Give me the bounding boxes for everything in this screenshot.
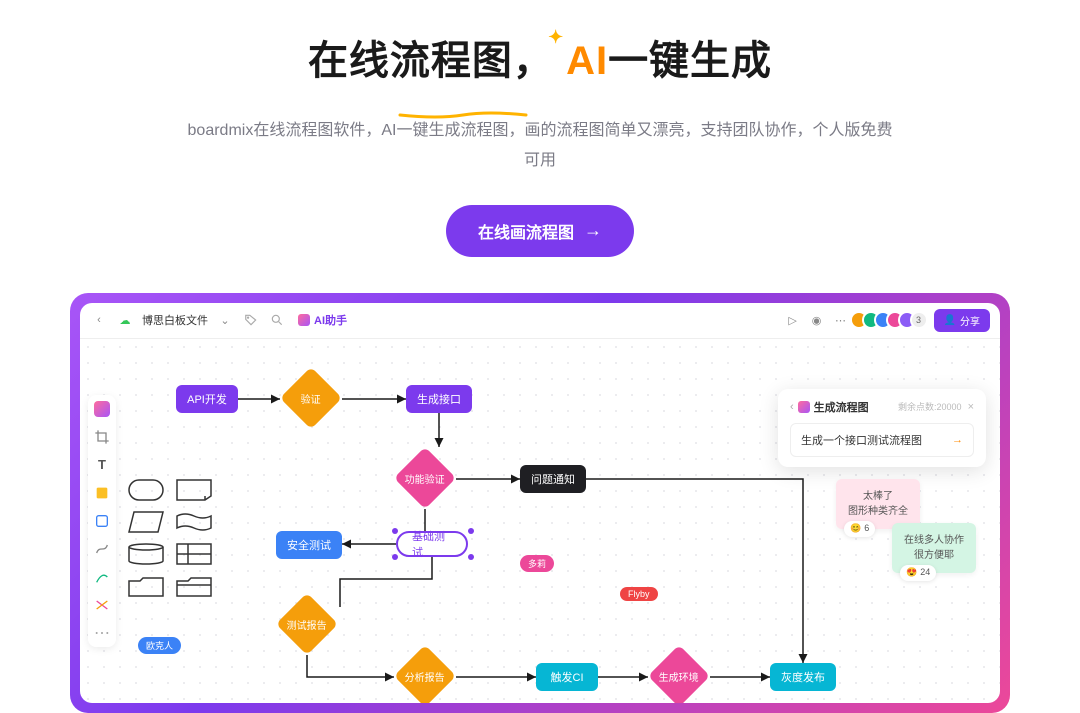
flow-node-funcv[interactable]: 功能验证 (394, 447, 456, 509)
reaction-badge[interactable]: 😊6 (844, 521, 875, 537)
pen-tool-icon[interactable] (94, 569, 110, 585)
canvas[interactable]: T ⋯ 欧克人 (80, 339, 1000, 703)
play-icon[interactable]: ▷ (784, 311, 802, 329)
close-icon[interactable]: × (968, 401, 974, 413)
sticky-note-b[interactable]: 在线多人协作 很方便耶 😍24 (892, 523, 976, 573)
topbar-left: ‹ ☁ 博思白板文件 ⌄ AI助手 (90, 311, 347, 329)
sticky-line: 太棒了 (848, 489, 908, 504)
text-tool-icon[interactable]: T (94, 457, 110, 473)
hero: 在线流程图， AI一键生成 boardmix在线流程图软件，AI一键生成流程图，… (0, 0, 1080, 257)
title-part1: 在线流程图， (308, 39, 554, 83)
selection-handle[interactable] (468, 554, 474, 560)
selection-handle[interactable] (468, 528, 474, 534)
present-icon[interactable]: ◉ (808, 311, 826, 329)
sticky-tool-icon[interactable] (94, 485, 110, 501)
tool-column: T ⋯ (88, 395, 116, 647)
hero-title: 在线流程图， AI一键生成 (308, 28, 772, 86)
sticky-note-a[interactable]: 太棒了 图形种类齐全 😊6 (836, 479, 920, 529)
shape-table[interactable] (176, 543, 212, 565)
shape-rounded-rect[interactable] (128, 479, 164, 501)
ai-assistant-button[interactable]: AI助手 (298, 312, 347, 328)
ai-generate-panel: ‹ 生成流程图 剩余点数:20000 × 生成一个接口测试流程图 → (778, 389, 986, 467)
cursor-user-a: 多莉 (520, 555, 554, 572)
flow-node-geniface[interactable]: 生成接口 (406, 385, 472, 413)
credits-label: 剩余点数:20000 (898, 400, 962, 413)
reaction-badge[interactable]: 😍24 (900, 565, 936, 581)
shape-palette (128, 479, 216, 597)
shape-folder[interactable] (128, 575, 164, 597)
share-button[interactable]: 👤分享 (934, 309, 990, 332)
collaborator-avatars[interactable]: 3 (856, 311, 928, 329)
flow-node-api[interactable]: API开发 (176, 385, 238, 413)
back-button[interactable]: ‹ (90, 311, 108, 329)
flow-node-ci[interactable]: 触发CI (536, 663, 598, 691)
cta-button[interactable]: 在线画流程图 → (446, 205, 634, 257)
flow-node-basetest[interactable]: 基础测试 (396, 531, 468, 557)
flow-node-gray[interactable]: 灰度发布 (770, 663, 836, 691)
shape-document[interactable] (176, 479, 212, 501)
filename[interactable]: 博思白板文件 (142, 312, 208, 328)
sticky-line: 在线多人协作 (904, 533, 964, 548)
app-window: ‹ ☁ 博思白板文件 ⌄ AI助手 ▷ ◉ ⋯ 3 (80, 303, 1000, 703)
prompt-text: 生成一个接口测试流程图 (801, 432, 922, 448)
shape-cylinder[interactable] (128, 543, 164, 565)
flow-node-analyze[interactable]: 分析报告 (394, 645, 456, 703)
shape-folder-open[interactable] (176, 575, 212, 597)
flow-node-report[interactable]: 测试报告 (276, 593, 338, 655)
title-underline-icon (398, 84, 528, 92)
sticky-line: 图形种类齐全 (848, 504, 908, 519)
avatar-more: 3 (910, 311, 928, 329)
title-ai: AI (566, 39, 608, 83)
title-part2: 一键生成 (608, 39, 772, 83)
flow-node-verify[interactable]: 验证 (280, 367, 342, 429)
app-frame: ‹ ☁ 博思白板文件 ⌄ AI助手 ▷ ◉ ⋯ 3 (70, 293, 1010, 713)
ai-tool-icon[interactable] (94, 401, 110, 417)
flow-node-notify[interactable]: 问题通知 (520, 465, 586, 493)
cursor-user-c: 欧克人 (138, 637, 181, 654)
shape-parallelogram[interactable] (128, 511, 164, 533)
flow-node-env[interactable]: 生成环境 (648, 645, 710, 703)
hero-subtitle: boardmix在线流程图软件，AI一键生成流程图，画的流程图简单又漂亮，支持团… (180, 116, 900, 177)
selection-handle[interactable] (392, 528, 398, 534)
panel-back-icon[interactable]: ‹ (790, 401, 794, 413)
selection-handle[interactable] (392, 554, 398, 560)
connector-tool-icon[interactable] (94, 541, 110, 557)
sticky-line: 很方便耶 (904, 548, 964, 563)
cloud-sync-icon: ☁ (116, 311, 134, 329)
topbar-right: ▷ ◉ ⋯ 3 👤分享 (784, 309, 990, 332)
filename-dropdown-icon[interactable]: ⌄ (216, 311, 234, 329)
more-icon[interactable]: ⋯ (832, 311, 850, 329)
cursor-user-b: Flyby (620, 587, 658, 601)
shape-tool-icon[interactable] (94, 513, 110, 529)
topbar: ‹ ☁ 博思白板文件 ⌄ AI助手 ▷ ◉ ⋯ 3 (80, 303, 1000, 339)
cta-label: 在线画流程图 (478, 219, 574, 243)
flow-node-sectest[interactable]: 安全测试 (276, 531, 342, 559)
submit-icon[interactable]: → (952, 434, 963, 446)
prompt-input[interactable]: 生成一个接口测试流程图 → (790, 423, 974, 457)
arrow-right-icon: → (584, 220, 602, 241)
panel-title: 生成流程图 (798, 399, 869, 415)
crop-tool-icon[interactable] (94, 429, 110, 445)
eraser-tool-icon[interactable] (94, 597, 110, 613)
search-icon[interactable] (268, 311, 286, 329)
more-tools-icon[interactable]: ⋯ (94, 625, 110, 641)
shape-wave[interactable] (176, 511, 212, 533)
tag-icon[interactable] (242, 311, 260, 329)
